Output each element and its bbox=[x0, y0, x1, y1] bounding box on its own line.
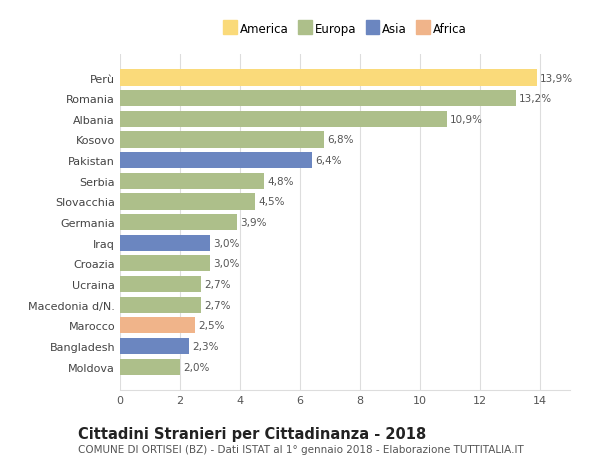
Bar bbox=[120, 174, 264, 190]
Text: 2,3%: 2,3% bbox=[192, 341, 218, 351]
Bar bbox=[120, 153, 312, 169]
Text: COMUNE DI ORTISEI (BZ) - Dati ISTAT al 1° gennaio 2018 - Elaborazione TUTTITALIA: COMUNE DI ORTISEI (BZ) - Dati ISTAT al 1… bbox=[78, 444, 524, 454]
Bar bbox=[120, 318, 195, 334]
Bar bbox=[120, 112, 447, 128]
Bar bbox=[120, 91, 516, 107]
Bar bbox=[120, 70, 537, 86]
Bar bbox=[120, 194, 255, 210]
Bar bbox=[120, 297, 201, 313]
Bar bbox=[120, 256, 210, 272]
Text: 13,2%: 13,2% bbox=[519, 94, 552, 104]
Text: 6,8%: 6,8% bbox=[327, 135, 353, 145]
Text: 6,4%: 6,4% bbox=[315, 156, 341, 166]
Text: 3,0%: 3,0% bbox=[213, 238, 239, 248]
Text: 2,7%: 2,7% bbox=[204, 280, 230, 290]
Text: 10,9%: 10,9% bbox=[450, 115, 483, 124]
Text: 3,0%: 3,0% bbox=[213, 259, 239, 269]
Bar bbox=[120, 359, 180, 375]
Bar bbox=[120, 276, 201, 292]
Text: 3,9%: 3,9% bbox=[240, 218, 266, 228]
Text: Cittadini Stranieri per Cittadinanza - 2018: Cittadini Stranieri per Cittadinanza - 2… bbox=[78, 426, 426, 441]
Text: 13,9%: 13,9% bbox=[540, 73, 573, 84]
Legend: America, Europa, Asia, Africa: America, Europa, Asia, Africa bbox=[221, 21, 469, 39]
Text: 2,0%: 2,0% bbox=[183, 362, 209, 372]
Text: 4,8%: 4,8% bbox=[267, 176, 293, 186]
Bar bbox=[120, 214, 237, 231]
Text: 2,7%: 2,7% bbox=[204, 300, 230, 310]
Bar bbox=[120, 338, 189, 354]
Text: 4,5%: 4,5% bbox=[258, 197, 284, 207]
Text: 2,5%: 2,5% bbox=[198, 321, 224, 330]
Bar bbox=[120, 235, 210, 251]
Bar bbox=[120, 132, 324, 148]
